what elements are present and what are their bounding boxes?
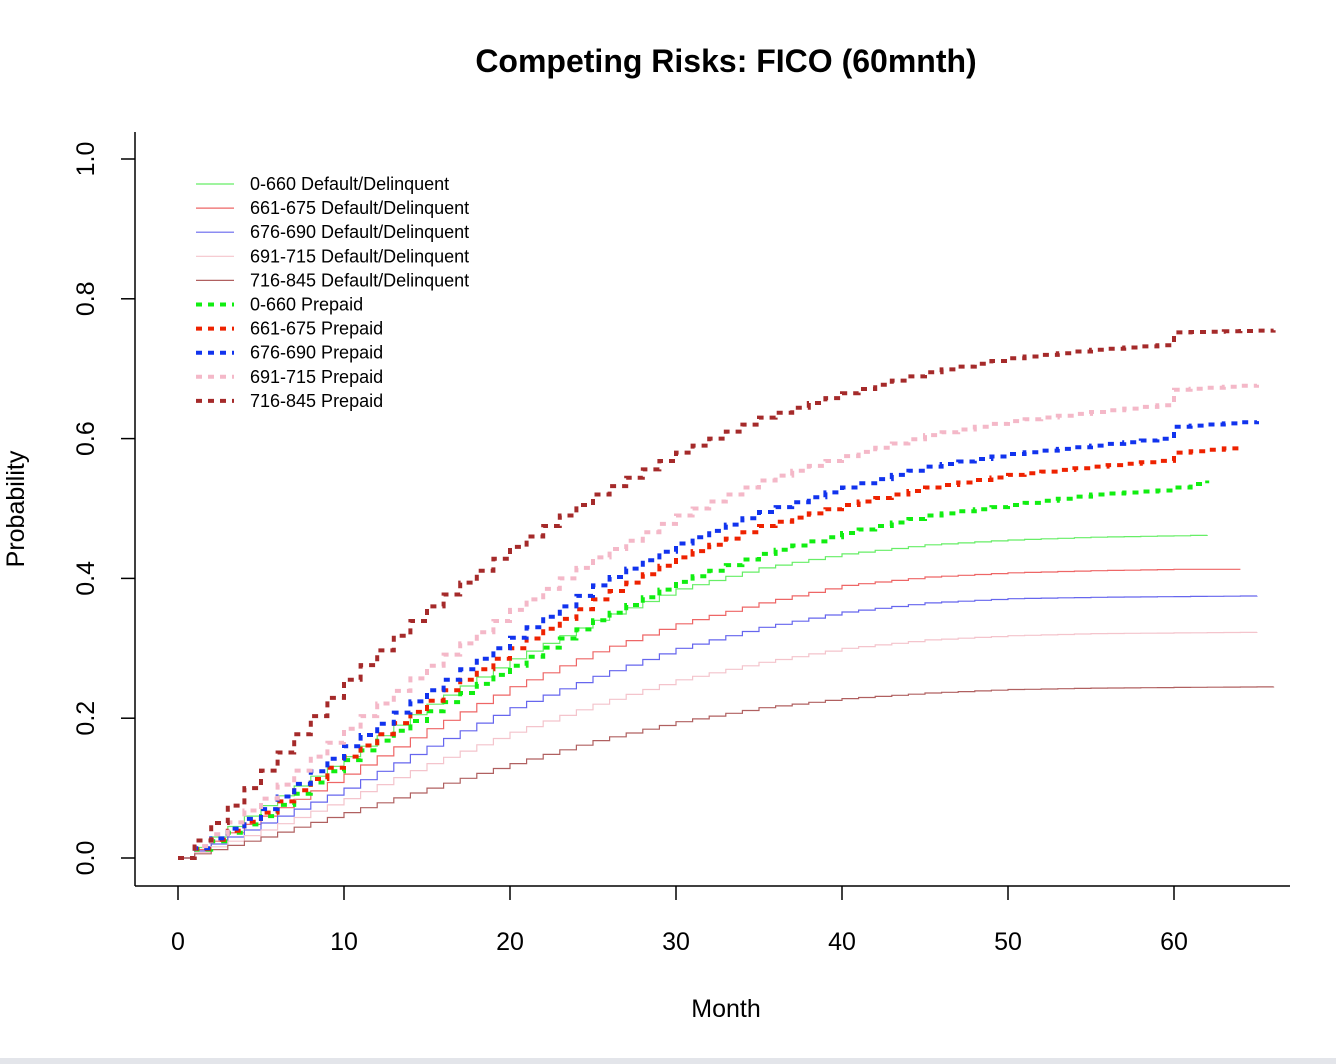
y-tick-label: 0.2: [72, 701, 100, 736]
x-tick-label: 60: [1160, 928, 1188, 956]
legend: 0-660 Default/Delinquent 661-675 Default/…: [196, 174, 469, 411]
x-tick-label: 0: [171, 928, 185, 956]
y-tick-label: 0.4: [72, 561, 100, 596]
series-line-9: [178, 328, 1276, 860]
x-tick-label: 30: [662, 928, 690, 956]
legend-label: 691-715 Default/Delinquent: [250, 246, 469, 266]
x-tick-label: 10: [330, 928, 358, 956]
legend-label: 716-845 Prepaid: [250, 391, 383, 411]
y-axis-label: Probability: [2, 450, 30, 567]
legend-label: 0-660 Prepaid: [250, 295, 363, 315]
series-line-1: [178, 568, 1241, 859]
legend-label: 0-660 Default/Delinquent: [250, 174, 449, 194]
y-tick-label: 0.0: [72, 841, 100, 876]
series-line-8: [178, 383, 1259, 860]
legend-label: 661-675 Default/Delinquent: [250, 198, 469, 218]
series-line-4: [178, 686, 1275, 859]
legend-label: 676-690 Default/Delinquent: [250, 222, 469, 242]
series-line-2: [178, 595, 1258, 859]
x-tick-label: 50: [994, 928, 1022, 956]
y-tick-label: 0.6: [72, 421, 100, 456]
legend-label: 661-675 Prepaid: [250, 319, 383, 339]
series-line-5: [178, 480, 1210, 860]
plot-series: [178, 328, 1276, 860]
y-tick-label: 0.8: [72, 281, 100, 316]
legend-label: 676-690 Prepaid: [250, 343, 383, 363]
y-tick-label: 1.0: [72, 142, 100, 177]
legend-label: 691-715 Prepaid: [250, 367, 383, 387]
x-tick-label: 40: [828, 928, 856, 956]
series-line-7: [178, 420, 1259, 860]
series-line-6: [178, 446, 1243, 860]
x-axis-label: Month: [691, 995, 760, 1023]
legend-label: 716-845 Default/Delinquent: [250, 270, 469, 290]
x-tick-label: 20: [496, 928, 524, 956]
axes: 0 10 20 30 40 50 60 0.0 0.2 0.4 0.6 0.8 1.0: [72, 132, 1290, 956]
chart-title: Competing Risks: FICO (60mnth): [475, 43, 976, 79]
series-line-3: [178, 631, 1258, 859]
window-bottom-edge: [0, 1058, 1336, 1064]
